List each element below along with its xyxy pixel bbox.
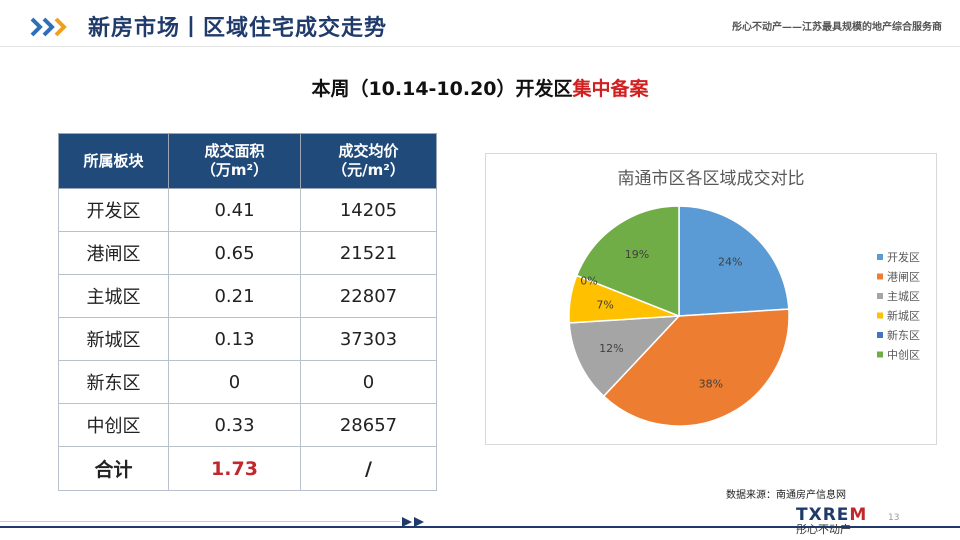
total-label: 合计 [58, 446, 169, 491]
header-price: 成交均价 （元/m²） [300, 133, 437, 189]
cell-district: 中创区 [58, 403, 169, 447]
company-tagline: 彤心不动产——江苏最具规模的地产综合服务商 [732, 22, 942, 33]
pie-slice [568, 315, 681, 398]
cell-district: 港闸区 [58, 231, 169, 275]
cell-district: 新城区 [58, 317, 169, 361]
legend-swatch [877, 332, 883, 338]
table-total-row: 合计 1.73 / [58, 446, 437, 491]
data-source: 数据来源：南通房产信息网 [726, 490, 846, 501]
chart-title: 南通市区各区域成交对比 [618, 169, 805, 189]
footer-arrow-icon [414, 517, 424, 527]
cell-price: 21521 [300, 231, 437, 275]
cell-area: 0.21 [168, 274, 301, 318]
cell-area: 0 [168, 360, 301, 404]
chevron-arrows-icon [30, 17, 67, 37]
page-title: 新房市场丨区域住宅成交走势 [88, 16, 388, 41]
footer-line [0, 526, 960, 528]
total-area: 1.73 [168, 446, 301, 491]
brand-block: TXREM 彤心不动产 [796, 507, 890, 536]
cell-price: 0 [300, 360, 437, 404]
pie-data-label: 38% [699, 378, 723, 391]
legend-swatch [877, 312, 883, 319]
subtitle-prefix: 本周（10.14-10.20）开发区 [311, 78, 573, 100]
pie-data-label: 7% [596, 298, 613, 311]
table-row: 新城区 0.13 37303 [58, 317, 437, 361]
brand-logo: TXREM [796, 505, 868, 525]
subtitle-highlight: 集中备案 [572, 78, 649, 100]
pie-data-label: 19% [625, 248, 649, 261]
legend-swatch [877, 254, 883, 260]
header-district: 所属板块 [58, 133, 169, 189]
table-row: 港闸区 0.65 21521 [58, 231, 437, 275]
legend-label: 中创区 [887, 349, 920, 362]
legend-label: 开发区 [887, 250, 920, 264]
cell-area: 0.13 [168, 317, 301, 361]
table-row: 主城区 0.21 22807 [58, 274, 437, 318]
page-number: 13 [888, 513, 900, 523]
pie-chart: 南通市区各区域成交对比 24% 38% 12% 7% 0% 19% 开发区港闸区主城区新城… [568, 169, 920, 427]
cell-price: 28657 [300, 403, 437, 447]
pie-data-label: 12% [599, 342, 623, 355]
brand-name: 彤心不动产 [796, 523, 851, 536]
page-subtitle: 本周（10.14-10.20）开发区集中备案 [0, 74, 960, 101]
pie-slice [575, 205, 680, 318]
header-divider [0, 46, 960, 47]
legend-swatch [877, 293, 883, 299]
cell-district: 新东区 [58, 360, 169, 404]
pie-data-label: 24% [718, 255, 742, 268]
cell-district: 主城区 [58, 274, 169, 318]
table-header-row: 所属板块 成交面积 （万m²） 成交均价 （元/m²） [58, 133, 437, 189]
cell-price: 37303 [300, 317, 437, 361]
footer-arrow-icon [402, 517, 412, 527]
cell-area: 0.41 [168, 188, 301, 232]
table-row: 新东区 0 0 [58, 360, 437, 404]
legend-label: 新城区 [887, 309, 920, 323]
header-area: 成交面积 （万m²） [168, 133, 301, 189]
cell-area: 0.65 [168, 231, 301, 275]
district-transaction-table: 所属板块 成交面积 （万m²） 成交均价 （元/m²） 开发区 0.41 14205… [58, 133, 437, 491]
total-price: / [300, 446, 437, 491]
legend-label: 主城区 [887, 290, 920, 303]
cell-area: 0.33 [168, 403, 301, 447]
legend-swatch [877, 351, 883, 358]
legend-label: 新东区 [887, 328, 920, 342]
legend-label: 港闸区 [887, 271, 920, 284]
cell-price: 14205 [300, 188, 437, 232]
legend-swatch [877, 273, 883, 280]
cell-district: 开发区 [58, 188, 169, 232]
cell-price: 22807 [300, 274, 437, 318]
pie-data-label: 0% [580, 274, 597, 287]
pie-slice [678, 205, 790, 317]
pie-chart-panel: 南通市区各区域成交对比 24% 38% 12% 7% 0% 19% 开发区港闸区主城区新城… [485, 153, 937, 445]
footer-thin-line [0, 521, 400, 522]
pie-slice [602, 308, 790, 427]
table-row: 中创区 0.33 28657 [58, 403, 437, 447]
table-row: 开发区 0.41 14205 [58, 188, 437, 232]
